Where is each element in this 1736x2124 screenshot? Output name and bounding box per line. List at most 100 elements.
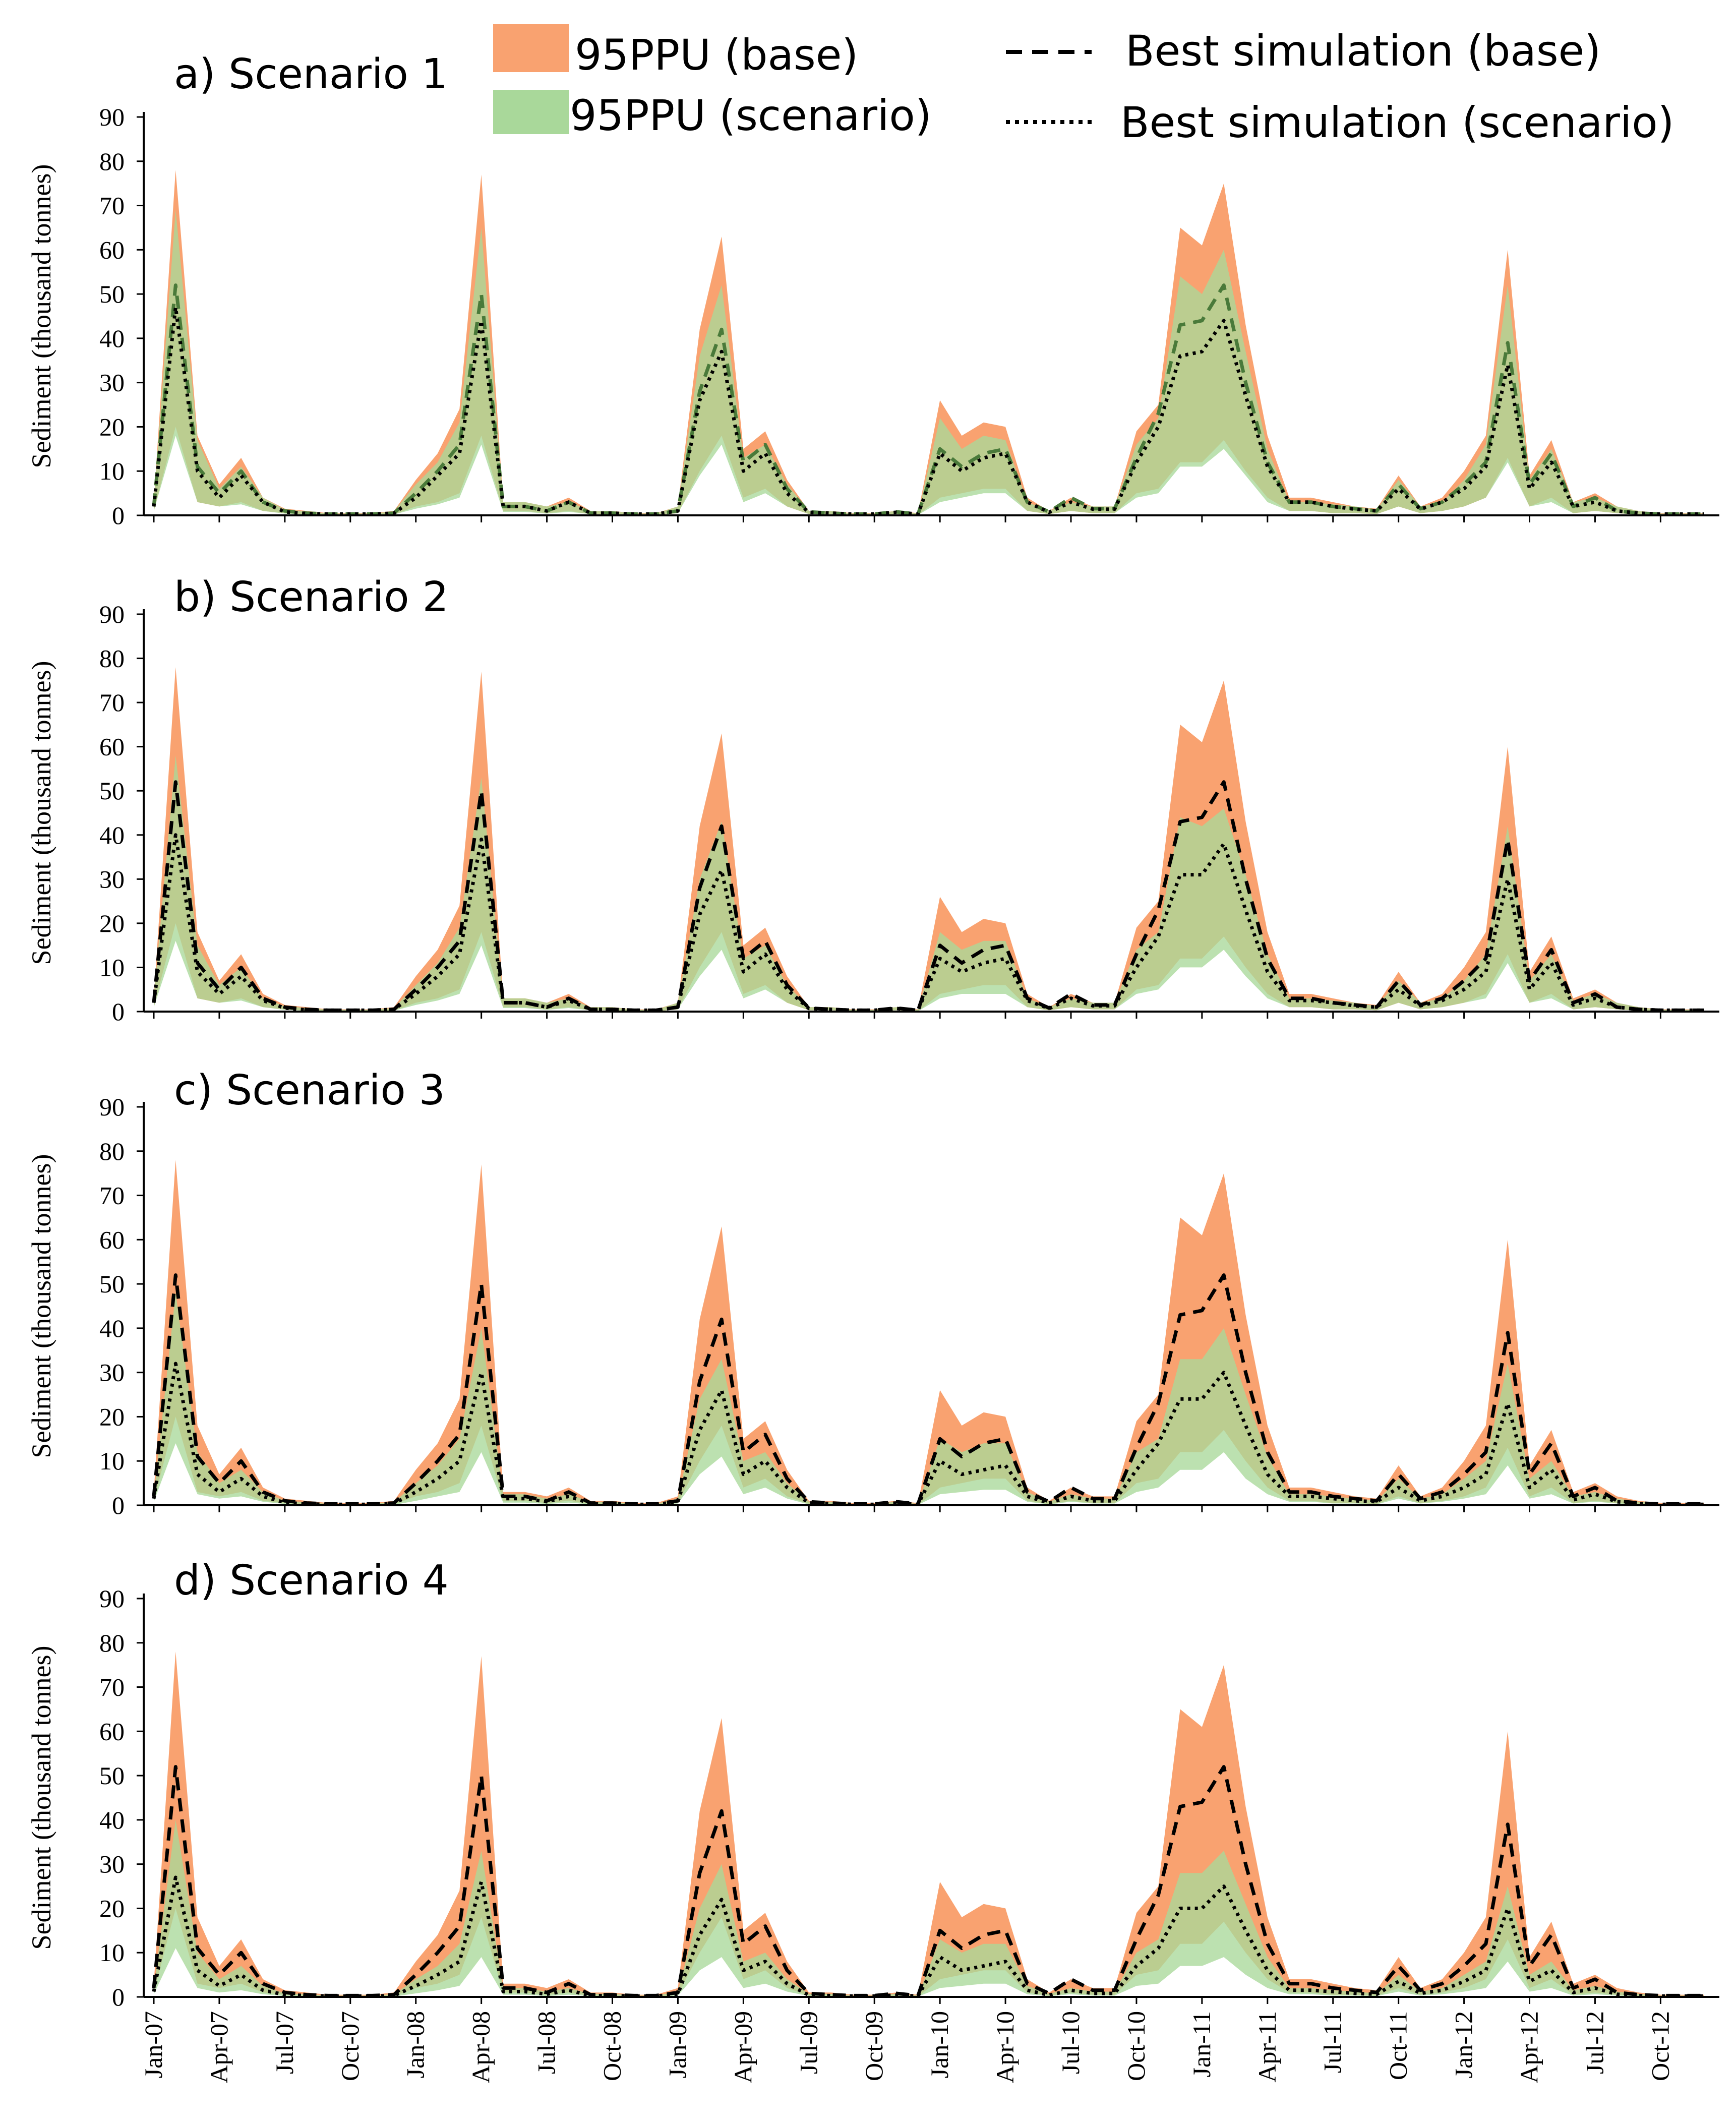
legend-label-ppu-scenario: 95PPU (scenario): [570, 91, 932, 140]
y-tick-label: 20: [99, 412, 125, 441]
x-axis-tick-labels: Jan-07 Apr-07 Jul-07 Oct-07 Jan-08 Apr-08 Jul-…: [139, 2011, 1674, 2083]
ppu-base-band: [154, 1160, 1704, 1505]
x-tick-label: Jan-12: [1450, 2011, 1478, 2078]
legend-label-best-base: Best simulation (base): [1125, 26, 1601, 76]
y-tick-label: 0: [112, 1983, 125, 2011]
y-tick-label: 50: [99, 1761, 125, 1790]
legend-label-best-scenario: Best simulation (scenario): [1120, 98, 1674, 147]
panel-title: b) Scenario 2: [174, 573, 449, 621]
best-simulation-base-line: [152, 780, 1704, 1012]
ppu-base-band: [154, 1651, 1704, 1997]
best-simulation-base-line: [152, 1765, 1704, 1997]
y-axis-label: Sediment (thousand tonnes): [26, 164, 56, 468]
ppu-scenario-band: [154, 210, 1704, 515]
legend: 95PPU (base) 95PPU (scenario) Best simul…: [493, 24, 1674, 147]
y-tick-label: 30: [99, 369, 125, 397]
y-tick-label: 70: [99, 1182, 125, 1210]
y-tick-label: 90: [99, 1584, 125, 1613]
y-axis-label: Sediment (thousand tonnes): [26, 1646, 56, 1950]
y-axis-label: Sediment (thousand tonnes): [26, 661, 56, 965]
x-tick-label: Oct-11: [1384, 2011, 1412, 2080]
x-tick-label: Jul-07: [270, 2011, 298, 2074]
y-tick-label: 90: [99, 1093, 125, 1121]
y-tick-label: 70: [99, 192, 125, 220]
x-tick-label: Oct-12: [1646, 2011, 1674, 2081]
y-tick-label: 20: [99, 909, 125, 937]
y-tick-label: 90: [99, 600, 125, 628]
x-tick-label: Jan-07: [139, 2011, 167, 2078]
y-tick-label: 40: [99, 1806, 125, 1834]
y-axis-label: Sediment (thousand tonnes): [26, 1154, 56, 1458]
y-tick-label: 60: [99, 1717, 125, 1745]
x-tick-label: Jul-08: [532, 2011, 561, 2074]
y-tick-label: 50: [99, 777, 125, 805]
x-tick-label: Apr-08: [467, 2011, 495, 2083]
x-tick-label: Oct-07: [336, 2011, 364, 2081]
ppu-scenario-band: [154, 1292, 1704, 1505]
y-tick-label: 40: [99, 324, 125, 352]
y-tick-label: 50: [99, 1270, 125, 1298]
y-tick-label: 80: [99, 1629, 125, 1657]
legend-swatch-ppu-scenario: [493, 90, 569, 134]
ppu-scenario-band: [154, 1819, 1704, 1997]
y-tick-label: 0: [112, 501, 125, 529]
y-tick-label: 20: [99, 1402, 125, 1431]
y-tick-label: 90: [99, 103, 125, 131]
x-tick-label: Jan-09: [663, 2011, 691, 2078]
panel-title: a) Scenario 1: [174, 50, 448, 98]
y-tick-label: 10: [99, 953, 125, 981]
x-tick-label: Apr-12: [1515, 2011, 1543, 2083]
panel-4: d) Scenario 4 0 10 20 30 40 50 60 70 80 90 Sediment…: [26, 1557, 1719, 2011]
y-tick-label: 80: [99, 1137, 125, 1165]
best-simulation-scenario-line: [152, 305, 1704, 516]
x-tick-label: Jul-09: [794, 2011, 822, 2074]
y-tick-label: 0: [112, 1491, 125, 1519]
y-tick-label: 10: [99, 457, 125, 485]
best-simulation-base-line: [152, 283, 1704, 516]
y-tick-label: 40: [99, 821, 125, 849]
x-tick-label: Jan-08: [401, 2011, 430, 2078]
best-simulation-base-line: [152, 1273, 1704, 1506]
y-tick-label: 20: [99, 1894, 125, 1922]
panel-title: d) Scenario 4: [174, 1557, 449, 1605]
x-tick-label: Oct-10: [1122, 2011, 1150, 2081]
y-tick-label: 0: [112, 997, 125, 1026]
legend-swatch-ppu-base: [493, 24, 569, 72]
y-tick-label: 40: [99, 1314, 125, 1342]
y-tick-label: 70: [99, 1673, 125, 1701]
x-tick-label: Oct-09: [860, 2011, 888, 2081]
y-tick-label: 10: [99, 1447, 125, 1475]
panel-2: b) Scenario 2 0 10 20 30 40 50 60 70 80 90 Sediment…: [26, 573, 1719, 1026]
y-tick-label: 70: [99, 688, 125, 717]
x-tick-label: Apr-10: [991, 2011, 1019, 2083]
best-simulation-scenario-line: [152, 833, 1704, 1012]
x-tick-label: Apr-07: [205, 2011, 233, 2083]
ppu-base-band: [154, 170, 1704, 515]
panel-title: c) Scenario 3: [174, 1067, 445, 1114]
y-tick-label: 80: [99, 147, 125, 175]
y-tick-label: 50: [99, 280, 125, 308]
y-tick-label: 30: [99, 865, 125, 893]
x-tick-label: Jan-10: [925, 2011, 953, 2078]
x-tick-label: Apr-11: [1253, 2011, 1281, 2083]
y-tick-label: 80: [99, 644, 125, 673]
best-simulation-scenario-line: [152, 1875, 1704, 1998]
ppu-base-band: [154, 667, 1704, 1012]
x-tick-label: Apr-09: [729, 2011, 757, 2083]
y-tick-label: 30: [99, 1359, 125, 1387]
legend-label-ppu-base: 95PPU (base): [575, 30, 858, 80]
x-tick-label: Oct-08: [598, 2011, 626, 2081]
x-tick-label: Jul-10: [1056, 2011, 1085, 2074]
panel-3: c) Scenario 3 0 10 20 30 40 50 60 70 80 90 Sediment…: [26, 1067, 1719, 1519]
ppu-scenario-band: [154, 755, 1704, 1012]
y-tick-label: 30: [99, 1850, 125, 1878]
y-tick-label: 60: [99, 1225, 125, 1254]
x-tick-label: Jul-12: [1580, 2011, 1608, 2074]
chart-panels: a) Scenario 1 0 10 20 30 40 50 60 70 80 90 Sediment…: [26, 50, 1719, 2011]
x-tick-label: Jan-11: [1187, 2011, 1216, 2077]
y-tick-label: 60: [99, 235, 125, 264]
y-tick-label: 60: [99, 733, 125, 761]
x-tick-label: Jul-11: [1319, 2011, 1347, 2073]
y-tick-label: 10: [99, 1938, 125, 1967]
